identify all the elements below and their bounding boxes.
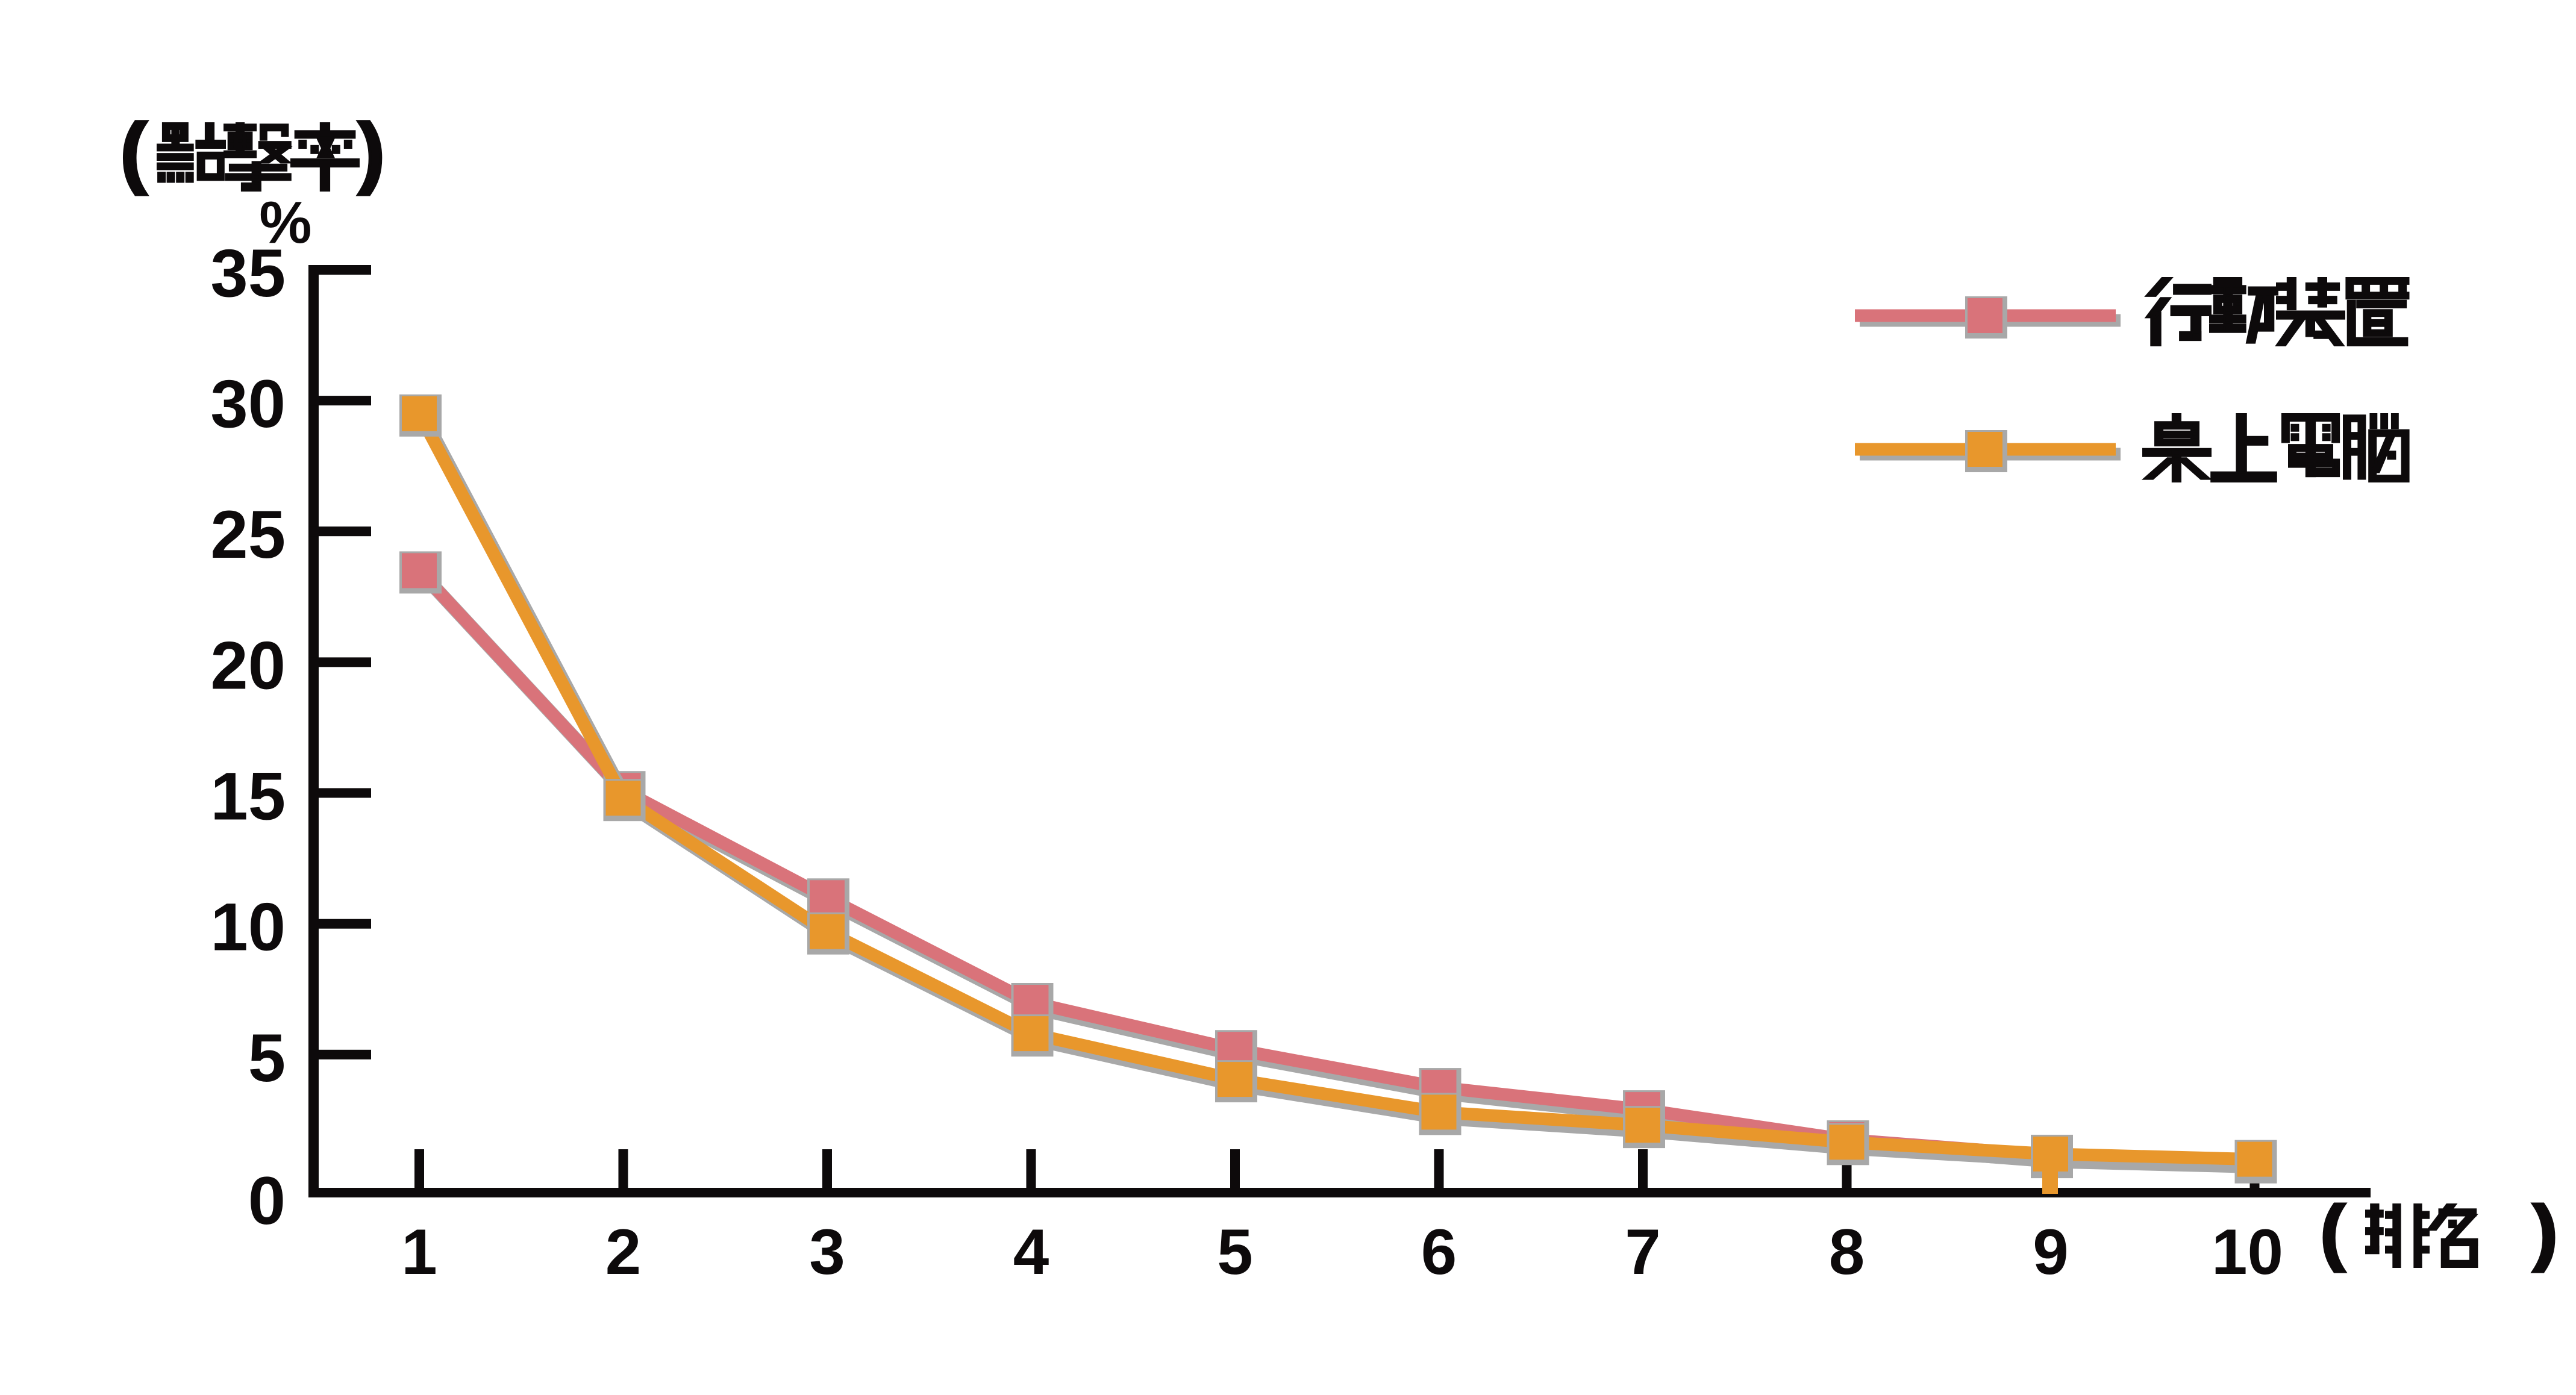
svg-text:2: 2 [605, 1216, 642, 1288]
svg-text:6: 6 [1421, 1216, 1457, 1288]
svg-text:(: ( [2321, 1191, 2345, 1272]
svg-text:3: 3 [809, 1216, 845, 1288]
svg-text:35: 35 [210, 236, 286, 311]
svg-text:): ) [358, 107, 384, 195]
svg-text:0: 0 [248, 1163, 286, 1238]
svg-text:20: 20 [210, 628, 286, 703]
svg-text:7: 7 [1625, 1216, 1661, 1288]
svg-text:30: 30 [210, 366, 286, 442]
svg-text:4: 4 [1013, 1216, 1049, 1288]
svg-text:): ) [2533, 1191, 2557, 1272]
svg-text:(: ( [120, 107, 147, 195]
svg-text:8: 8 [1829, 1216, 1865, 1288]
svg-text:%: % [259, 189, 311, 255]
svg-text:10: 10 [210, 890, 286, 965]
svg-text:10: 10 [2212, 1216, 2283, 1288]
svg-text:25: 25 [210, 497, 286, 572]
svg-text:5: 5 [1217, 1216, 1253, 1288]
svg-text:9: 9 [2033, 1216, 2069, 1288]
svg-text:5: 5 [248, 1020, 286, 1096]
svg-text:15: 15 [210, 759, 286, 834]
svg-text:1: 1 [401, 1216, 437, 1288]
